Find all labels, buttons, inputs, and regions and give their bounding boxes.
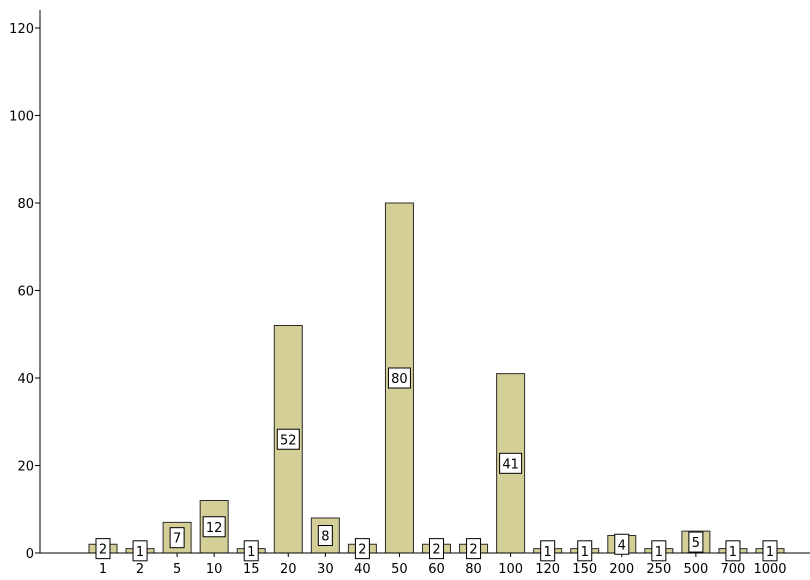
data-label-2: 1 <box>132 540 148 562</box>
data-label-text: 41 <box>502 457 519 472</box>
data-label-box <box>276 428 300 450</box>
data-label-text: 52 <box>280 433 297 448</box>
data-label-50: 80 <box>387 367 411 389</box>
data-label-box <box>762 540 778 562</box>
y-tick-label: 80 <box>17 197 34 212</box>
x-tick-label: 50 <box>391 562 408 576</box>
x-tick-label: 80 <box>465 562 482 576</box>
x-tick-label: 1000 <box>753 562 786 576</box>
data-label-text: 8 <box>321 530 329 545</box>
data-label-150: 1 <box>577 540 593 562</box>
x-tick-label: 60 <box>428 562 445 576</box>
data-label-box <box>577 540 593 562</box>
data-label-250: 1 <box>651 540 667 562</box>
x-tick-label: 200 <box>609 562 634 576</box>
data-label-5: 7 <box>169 527 185 549</box>
data-label-text: 80 <box>391 372 408 387</box>
data-label-box <box>354 538 370 560</box>
data-label-box <box>429 538 444 560</box>
data-label-text: 7 <box>173 532 181 547</box>
data-label-text: 1 <box>729 545 737 560</box>
data-label-box <box>614 533 630 555</box>
data-label-box <box>387 367 411 389</box>
y-tick-label: 60 <box>17 285 34 300</box>
data-label-700: 1 <box>725 540 741 562</box>
x-tick-label: 250 <box>646 562 671 576</box>
x-tick-label: 100 <box>498 562 523 576</box>
y-tick-label: 40 <box>17 372 34 387</box>
data-label-box <box>540 540 556 562</box>
data-label-40: 2 <box>354 538 370 560</box>
data-label-1: 2 <box>95 538 111 560</box>
x-tick-label: 1 <box>99 562 107 576</box>
data-label-200: 4 <box>614 533 630 555</box>
data-label-text: 1 <box>655 545 663 560</box>
data-label-text: 1 <box>247 545 255 560</box>
data-label-text: 1 <box>136 545 144 560</box>
data-label-text: 1 <box>766 545 774 560</box>
data-label-text: 2 <box>469 543 477 558</box>
data-label-box <box>132 540 148 562</box>
data-label-10: 12 <box>202 516 226 538</box>
data-label-15: 1 <box>243 540 259 562</box>
data-label-box <box>466 538 482 560</box>
x-tick-label: 10 <box>206 562 223 576</box>
data-label-box <box>688 531 704 553</box>
data-label-text: 2 <box>99 543 107 558</box>
data-label-text: 5 <box>692 536 700 551</box>
data-label-box <box>243 540 259 562</box>
y-tick-label: 0 <box>26 547 34 562</box>
data-label-1000: 1 <box>762 540 778 562</box>
data-label-text: 2 <box>358 543 366 558</box>
x-axis: 1 2 5 10 15 20 30 40 50 60 80 100 120 150 200 250 500 700… <box>40 552 810 577</box>
bars <box>88 202 785 554</box>
y-axis: 0 20 40 60 80 100 120 <box>9 10 41 562</box>
data-label-80: 2 <box>466 538 482 560</box>
x-tick-label: 500 <box>683 562 708 576</box>
x-tick-label: 30 <box>317 562 334 576</box>
x-tick-label: 2 <box>136 562 144 576</box>
data-label-500: 5 <box>688 531 704 553</box>
x-tick-label: 700 <box>721 562 746 576</box>
x-tick-label: 150 <box>572 562 597 576</box>
data-label-text: 12 <box>206 521 223 536</box>
data-label-box <box>725 540 741 562</box>
data-label-text: 1 <box>581 545 589 560</box>
data-label-box <box>202 516 226 538</box>
x-tick-label: 20 <box>280 562 297 576</box>
y-tick-label: 20 <box>17 460 34 475</box>
x-tick-label: 5 <box>173 562 181 576</box>
x-tick-label: 120 <box>535 562 560 576</box>
data-label-30: 8 <box>317 525 333 546</box>
data-label-box <box>651 540 667 562</box>
data-label-box <box>95 538 111 560</box>
y-tick-label: 120 <box>9 22 34 37</box>
data-label-box <box>317 525 333 546</box>
y-tick-label: 100 <box>9 110 34 125</box>
data-label-text: 4 <box>618 538 626 553</box>
data-label-60: 2 <box>429 538 444 560</box>
data-label-box <box>499 452 523 474</box>
x-tick-label: 15 <box>243 562 260 576</box>
data-label-100: 41 <box>499 452 523 474</box>
data-label-120: 1 <box>540 540 556 562</box>
x-tick-label: 40 <box>354 562 371 576</box>
data-label-text: 1 <box>544 545 552 560</box>
data-label-text: 2 <box>432 543 440 558</box>
data-label-box <box>169 527 185 549</box>
data-label-20: 52 <box>276 428 300 450</box>
